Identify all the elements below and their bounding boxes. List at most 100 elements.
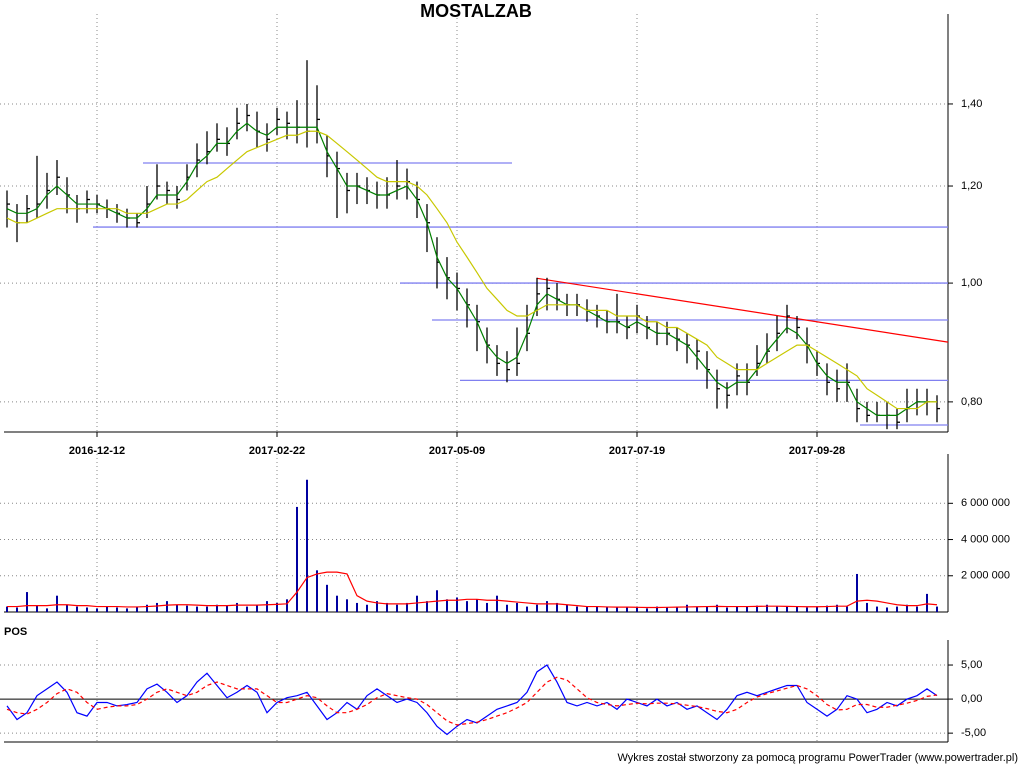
volume-bar: [26, 592, 28, 612]
volume-bar: [896, 606, 898, 612]
y-tick-label: 4 000 000: [961, 533, 1010, 545]
volume-bar: [636, 607, 638, 612]
volume-bar: [396, 604, 398, 612]
volume-bar: [216, 604, 218, 612]
volume-bar: [176, 604, 178, 612]
volume-bar: [446, 599, 448, 612]
volume-bar: [536, 604, 538, 612]
volume-bar: [76, 606, 78, 612]
volume-bar: [526, 606, 528, 612]
volume-bar: [566, 604, 568, 612]
volume-bar: [266, 601, 268, 612]
volume-bar: [556, 602, 558, 612]
volume-bar: [16, 607, 18, 612]
volume-bar: [36, 605, 38, 612]
volume-bar: [116, 607, 118, 612]
volume-bar: [856, 573, 858, 612]
volume-bar: [646, 608, 648, 612]
y-tick-label: 6 000 000: [961, 497, 1010, 509]
volume-bar: [486, 602, 488, 612]
indicator-line: [6, 130, 937, 410]
pane-title: POS: [4, 626, 27, 638]
volume-bar: [156, 602, 158, 612]
volume-bar: [836, 604, 838, 612]
volume-bar: [196, 606, 198, 612]
y-tick-label: 2 000 000: [961, 570, 1010, 582]
volume-bar: [816, 606, 818, 612]
y-tick-label: 5,00: [961, 659, 982, 671]
volume-bar: [286, 599, 288, 612]
volume-bar: [56, 595, 58, 612]
volume-bar: [656, 606, 658, 612]
y-tick-label: -5,00: [961, 727, 986, 739]
x-tick-label: 2017-05-09: [429, 445, 485, 457]
volume-bar: [166, 601, 168, 612]
volume-bar: [596, 606, 598, 612]
volume-bar: [316, 570, 318, 612]
volume-bar: [236, 602, 238, 612]
x-tick-label: 2016-12-12: [69, 445, 125, 457]
x-tick-label: 2017-09-28: [789, 445, 845, 457]
volume-bar: [786, 606, 788, 612]
volume-bar: [826, 605, 828, 612]
volume-bar: [706, 606, 708, 612]
volume-bar: [406, 602, 408, 612]
volume-bar: [916, 606, 918, 612]
volume-bar: [516, 602, 518, 612]
volume-bar: [806, 607, 808, 612]
volume-bar: [256, 604, 258, 612]
y-tick-label: 0,00: [961, 693, 982, 705]
volume-bar: [206, 606, 208, 612]
volume-bar: [106, 606, 108, 612]
volume-bar: [626, 606, 628, 612]
volume-bar: [906, 604, 908, 612]
volume-bar: [416, 595, 418, 612]
footer: Wykres został stworzony za pomocą progra…: [617, 752, 1018, 764]
y-tick-label: 1,00: [961, 277, 982, 289]
volume-bar: [186, 605, 188, 612]
volume-bar: [86, 607, 88, 612]
volume-bar: [546, 601, 548, 612]
volume-bar: [886, 607, 888, 612]
volume-bar: [766, 604, 768, 612]
volume-bar: [796, 606, 798, 612]
volume-bar: [356, 602, 358, 612]
volume-bar: [466, 601, 468, 612]
indicator-line: [7, 571, 938, 609]
volume-bar: [676, 606, 678, 612]
volume-bar: [66, 604, 68, 612]
volume-bar: [666, 607, 668, 612]
volume-bar: [246, 606, 248, 612]
indicator-line: [6, 664, 938, 736]
trend-line: [536, 277, 949, 343]
volume-bar: [846, 606, 848, 612]
x-tick-label: 2017-02-22: [249, 445, 305, 457]
volume-bar: [426, 601, 428, 612]
volume-bar: [496, 595, 498, 612]
volume-bar: [296, 506, 298, 612]
volume-bar: [326, 584, 328, 612]
volume-bar: [576, 606, 578, 612]
volume-bar: [586, 606, 588, 612]
volume-bar: [926, 593, 928, 612]
y-tick-label: 1,20: [961, 180, 982, 192]
volume-bar: [606, 607, 608, 612]
volume-bar: [336, 595, 338, 612]
volume-bar: [716, 604, 718, 612]
volume-bar: [726, 607, 728, 612]
volume-bar: [476, 599, 478, 612]
volume-bar: [616, 606, 618, 612]
volume-bar: [696, 606, 698, 612]
y-tick-label: 0,80: [961, 396, 982, 408]
volume-bar: [506, 604, 508, 612]
volume-bar: [276, 602, 278, 612]
volume-bar: [736, 606, 738, 612]
volume-bar: [376, 601, 378, 612]
volume-bar: [126, 608, 128, 612]
volume-bar: [746, 606, 748, 612]
volume-bar: [756, 605, 758, 612]
volume-bar: [866, 602, 868, 612]
volume-bar: [456, 597, 458, 612]
volume-bar: [686, 604, 688, 612]
